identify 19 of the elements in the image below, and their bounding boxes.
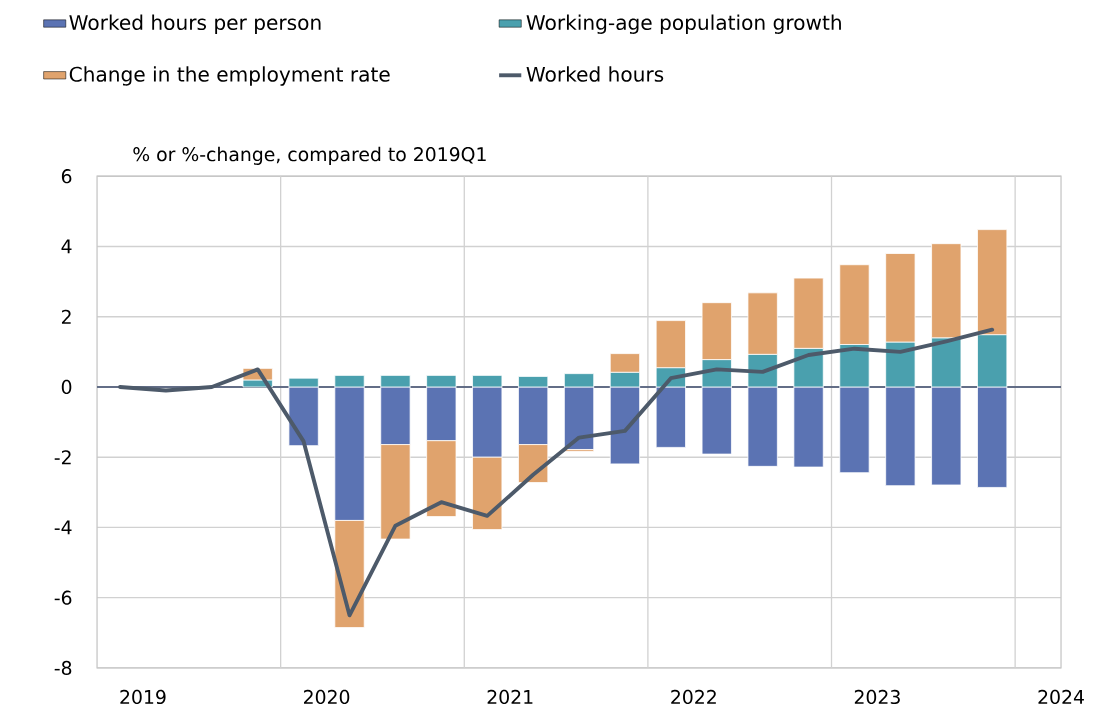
legend-label: Working-age population growth bbox=[526, 14, 841, 34]
y-tick-label: -6 bbox=[54, 590, 72, 605]
y-tick-label: 2 bbox=[61, 309, 71, 324]
x-tick-label: 2021 bbox=[487, 689, 533, 704]
y-tick-label: -8 bbox=[54, 660, 72, 675]
legend-label: Worked hours per person bbox=[69, 14, 321, 34]
y-tick-label: 6 bbox=[61, 168, 72, 184]
legend-label: Change in the employment rate bbox=[69, 66, 390, 86]
x-tick-label: 2022 bbox=[671, 689, 716, 704]
y-axis-title: % or %-change, compared to 2019Q1 bbox=[133, 146, 486, 165]
legend-label: Worked hours bbox=[526, 66, 664, 82]
x-tick-label: 2019 bbox=[120, 689, 166, 704]
x-tick-label: 2024 bbox=[1038, 689, 1084, 704]
y-tick-label: -4 bbox=[54, 520, 72, 535]
x-tick-label: 2023 bbox=[854, 689, 900, 704]
y-tick-label: 4 bbox=[61, 239, 72, 254]
y-tick-label: 0 bbox=[61, 379, 72, 394]
y-tick-label: -2 bbox=[54, 449, 71, 464]
x-tick-label: 2020 bbox=[304, 689, 350, 704]
